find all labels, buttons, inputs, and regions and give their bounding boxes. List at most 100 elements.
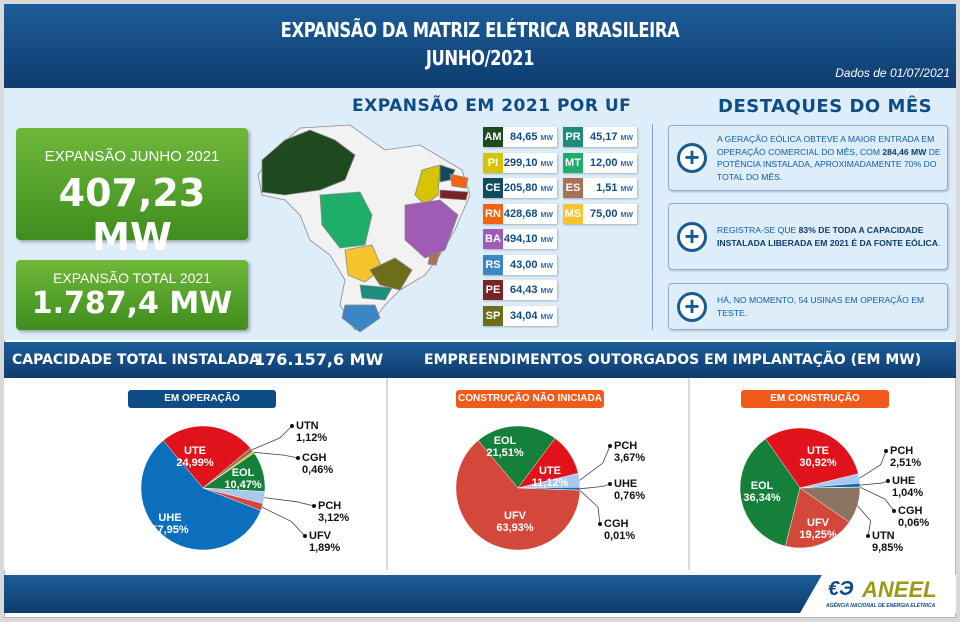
state-code: PI — [483, 152, 503, 173]
map-state-pi — [414, 164, 441, 206]
highlight-text: HÁ, NO MOMENTO, 54 USINAS EM OPERAÇÃO EM… — [717, 295, 925, 318]
state-sp: SP 34,04 MW — [483, 305, 557, 326]
state-value: 45,17 MW — [589, 131, 633, 143]
leader-dot — [312, 504, 316, 508]
leader-dot — [290, 424, 294, 428]
capacity-label: CAPACIDADE TOTAL INSTALADA — [12, 352, 260, 368]
leader-line — [859, 486, 895, 512]
aneel-logo-icon: €Э — [828, 578, 854, 600]
pie1-label-cgh: CGH 0,01% — [604, 518, 636, 542]
pie0-slice-uhe — [140, 440, 261, 551]
footer — [4, 575, 956, 613]
map-state-rs — [341, 304, 381, 333]
state-value: 43,00 MW — [509, 258, 553, 271]
pie1-label-ufv: UFV 63,93% — [496, 510, 534, 534]
highlight-card: + A GERAÇÃO EÓLICA OBTEVE A MAIOR ENTRADA… — [668, 125, 948, 191]
map-state-rn — [449, 173, 469, 189]
aneel-logo: ANEEL — [862, 577, 937, 602]
leader-dot — [608, 482, 612, 486]
pie1-slice-eol — [477, 425, 556, 489]
header: EXPANSÃO DA MATRIZ ELÉTRICA BRASILEIRA J… — [4, 4, 956, 88]
pie2-slice-ute — [765, 427, 859, 489]
title-line2: JUNHO/2021 — [425, 46, 535, 70]
state-rn: RN 428,68 MW — [483, 203, 557, 224]
pill-em-operacao: EM OPERAÇÃO — [128, 390, 276, 408]
map-state-es — [427, 251, 441, 266]
leader-dot — [886, 479, 890, 483]
map-state-ce — [439, 164, 456, 183]
data-date: Dados de 01/07/2021 — [835, 66, 950, 80]
state-code: ES — [563, 178, 583, 198]
pie2-label-pch: PCH 2,51% — [890, 445, 922, 469]
state-value: 428,68 MW — [503, 207, 553, 220]
pie0-label-pch: PCH 3,12% — [318, 500, 350, 524]
map-state-sp — [369, 257, 413, 291]
pie2-label-cgh: CGH 0,06% — [898, 505, 930, 529]
leader-line — [579, 489, 601, 525]
leader-line — [251, 425, 293, 451]
state-code: PR — [563, 127, 583, 147]
by-state-title: EXPANSÃO EM 2021 POR UF — [352, 96, 632, 116]
state-code: CE — [483, 178, 503, 198]
state-value: 494,10 MW — [503, 233, 553, 245]
state-code: MT — [563, 152, 583, 173]
highlight-text: REGISTRA-SE QUE 83% DE TODA A CAPACIDADE… — [717, 225, 941, 248]
pie2-slice-ufv — [785, 487, 850, 549]
aneel-subtitle: AGÊNCIA NACIONAL DE ENERGIA ELÉTRICA — [826, 603, 936, 609]
leader-dot — [598, 522, 602, 526]
map-state-pe — [439, 189, 469, 201]
state-value: 299,10 MW — [503, 156, 553, 169]
leader-dot — [303, 534, 307, 538]
state-ms: MS 75,00 MW — [563, 203, 637, 224]
pie2-label-ute: UTE 30,92% — [799, 445, 837, 469]
leader-line — [579, 445, 611, 481]
plus-icon: + — [677, 143, 707, 173]
pie0-label-uhe: UHE 57,95% — [151, 512, 189, 536]
highlight-card: + REGISTRA-SE QUE 83% DE TODA A CAPACIDAD… — [668, 203, 948, 270]
pie2-label-uhe: UHE 1,04% — [892, 475, 924, 499]
pie2-label-ufv: UFV 19,25% — [799, 517, 837, 541]
pie1-label-eol: EOL 21,51% — [486, 435, 524, 459]
divider — [652, 124, 653, 330]
state-code: PE — [483, 280, 503, 300]
state-value: 34,04 MW — [509, 309, 553, 322]
map-state-mt — [319, 191, 373, 249]
state-am: AM 84,65 MW — [483, 127, 557, 147]
plus-icon: + — [677, 291, 707, 322]
pie0-label-ufv: UFV 1,89% — [309, 530, 341, 554]
pie0-label-ute: UTE 24,99% — [176, 445, 214, 469]
state-value: 1,51 MW — [596, 182, 633, 194]
leader-line — [857, 505, 872, 537]
pie0-slice-ute — [162, 425, 251, 489]
logo-area: €Э ANEEL AGÊNCIA NACIONAL DE ENERGIA ELÉ… — [800, 575, 956, 613]
pie1-label-uhe: UHE 0,76% — [614, 478, 646, 502]
state-ce: CE 205,80 MW — [483, 178, 557, 198]
title-line1: EXPANSÃO DA MATRIZ ELÉTRICA BRASILEIRA — [280, 18, 680, 42]
expansion-month-label: EXPANSÃO JUNHO 2021 — [44, 148, 220, 165]
state-value: 84,65 MW — [509, 131, 553, 143]
highlight-card: + HÁ, NO MOMENTO, 54 USINAS EM OPERAÇÃO E… — [668, 283, 948, 330]
highlight-text: A GERAÇÃO EÓLICA OBTEVE A MAIOR ENTRADA … — [717, 134, 941, 182]
state-es: ES 1,51 MW — [563, 178, 637, 198]
leader-dot — [296, 456, 300, 460]
leader-dot — [884, 449, 888, 453]
state-value: 64,43 MW — [509, 284, 553, 296]
leader-dot — [866, 534, 870, 538]
state-ba: BA 494,10 MW — [483, 229, 557, 249]
expansion-total-value: 1.787,4 MW — [31, 286, 233, 321]
pie1-slice-ufv — [455, 440, 581, 551]
state-pr: PR 45,17 MW — [563, 127, 637, 147]
leader-line — [579, 483, 611, 490]
state-pe: PE 64,43 MW — [483, 280, 557, 300]
highlights-title: DESTAQUES DO MÊS — [718, 96, 933, 117]
leader-dot — [608, 444, 612, 448]
state-value: 205,80 MW — [503, 182, 553, 194]
map-state-pr — [359, 284, 393, 301]
pie0-label-utn: UTN 1,12% — [296, 420, 328, 444]
brazil-map — [257, 124, 471, 333]
state-code: RN — [483, 203, 503, 224]
pill-construcao-nao-iniciada: CONSTRUÇÃO NÃO INICIADA — [456, 390, 604, 408]
leader-line — [253, 451, 299, 459]
pie2-slice-eol — [739, 438, 801, 547]
expansion-month-value: 407,23 MW — [58, 171, 206, 259]
